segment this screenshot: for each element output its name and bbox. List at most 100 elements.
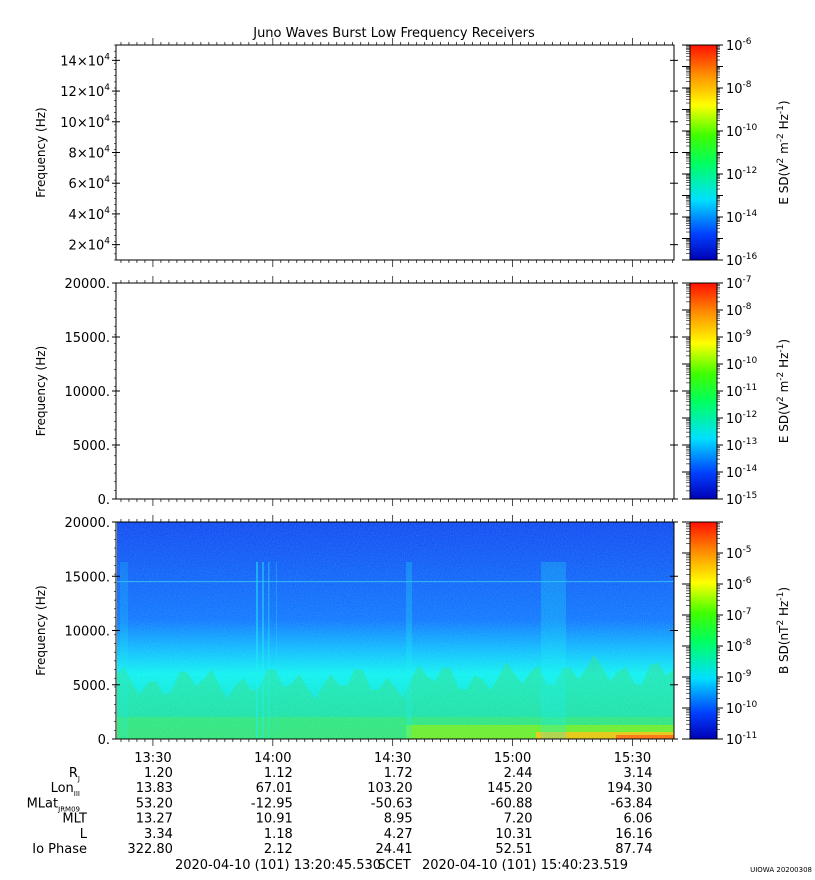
ephemeris-label: RJ xyxy=(69,766,80,783)
panel-2: 0. 5000. 10000. 15000. 20000. Frequency (Hz) xyxy=(34,276,678,508)
colorbar-tick-label: 10-7 xyxy=(726,275,752,292)
ephemeris-label: LonIII xyxy=(51,781,80,798)
colorbar-2: 10-7 10-8 10-9 10-10 10-11 10-12 10-13 10-14 10-… xyxy=(682,275,791,508)
y-tick-label: 10000. xyxy=(65,385,111,400)
y-tick-label: 5000. xyxy=(73,679,110,694)
figure-title: Juno Waves Burst Low Frequency Receivers xyxy=(252,26,535,41)
y-tick-label: 5000. xyxy=(73,439,110,454)
colorbar-tick-label: 10-10 xyxy=(726,700,758,717)
ephemeris-value: -50.63 xyxy=(371,796,413,811)
plot-frame xyxy=(115,44,675,261)
y-tick-label: 2×104 xyxy=(69,237,111,254)
ephemeris-row: L 3.34 1.18 4.27 10.31 16.16 xyxy=(80,827,653,842)
colorbar-3: 10-5 10-6 10-7 10-8 10-9 10-10 10-11 B SD(nT2 H… xyxy=(682,521,791,748)
ephemeris-value: 8.95 xyxy=(384,812,413,827)
end-time-label: 2020-04-10 (101) 15:40:23.519 xyxy=(422,858,628,873)
colorbar-tick-label: 10-12 xyxy=(726,410,757,427)
y-tick-label: 10×104 xyxy=(60,114,110,131)
y-tick-label: 14×104 xyxy=(60,52,110,69)
ephemeris-value: 1.18 xyxy=(264,827,293,842)
ephemeris-value: 87.74 xyxy=(615,842,652,857)
colorbar-tick-label: 10-10 xyxy=(726,123,758,140)
colorbar-tick-label: 10-11 xyxy=(726,383,757,400)
ephemeris-value: -60.88 xyxy=(491,796,533,811)
spectrogram-image xyxy=(117,522,674,739)
colorbar-tick-label: 10-12 xyxy=(726,166,757,183)
ephemeris-value: 4.27 xyxy=(384,827,413,842)
ephemeris-row: LonIII 13.83 67.01 103.20 145.20 194.30 xyxy=(51,781,653,798)
ephemeris-value: 103.20 xyxy=(367,781,413,796)
plot-frame xyxy=(115,282,675,500)
colorbar-tick-label: 10-7 xyxy=(726,607,752,624)
ephemeris-label: L xyxy=(80,827,88,842)
colorbar-tick-label: 10-14 xyxy=(726,209,758,226)
colorbar-tick-label: 10-6 xyxy=(726,37,752,54)
colorbar-tick-label: 10-8 xyxy=(726,80,752,97)
colorbar-tick-label: 10-15 xyxy=(726,491,757,508)
colorbar-tick-label: 10-11 xyxy=(726,731,757,748)
ephemeris-value: 7.20 xyxy=(504,812,533,827)
ephemeris-value: 1.12 xyxy=(264,766,293,781)
colorbar-1: 10-6 10-8 10-10 10-12 10-14 10-16 E SD(V2 m-2 … xyxy=(682,37,791,269)
y-tick-label: 4×104 xyxy=(69,206,111,223)
y-tick-label: 20000. xyxy=(65,277,111,292)
ephemeris-value: 3.34 xyxy=(144,827,173,842)
colorbar-tick-label: 10-16 xyxy=(726,252,758,269)
y-tick-label: 10000. xyxy=(65,625,111,640)
ephemeris-value: 3.14 xyxy=(624,766,653,781)
x-tick-label: 14:30 xyxy=(374,751,411,766)
colorbar-label: E SD(V2 m-2 Hz-1) xyxy=(776,100,791,204)
start-time-label: 2020-04-10 (101) 13:20:45.530 xyxy=(175,858,381,873)
colorbar-label: B SD(nT2 Hz-1) xyxy=(776,587,791,674)
y-tick-label: 20000. xyxy=(65,516,111,531)
y-tick-label: 15000. xyxy=(65,570,111,585)
ephemeris-row: MLT 13.27 10.91 8.95 7.20 6.06 xyxy=(62,812,652,827)
ephemeris-value: 53.20 xyxy=(136,796,173,811)
colorbar-tick-label: 10-8 xyxy=(726,302,752,319)
colorbar-tick-label: 10-9 xyxy=(726,329,752,346)
y-tick-label: 12×104 xyxy=(60,83,110,100)
ephemeris-value: 13.27 xyxy=(136,812,173,827)
y-axis-label: Frequency (Hz) xyxy=(34,107,48,198)
colorbar-tick-label: 10-13 xyxy=(726,437,757,454)
ephemeris-value: 145.20 xyxy=(487,781,533,796)
colorbar-tick-label: 10-9 xyxy=(726,669,752,686)
colorbar-tick-label: 10-8 xyxy=(726,638,752,655)
y-axis-label: Frequency (Hz) xyxy=(34,346,48,437)
ephemeris-value: 13.83 xyxy=(136,781,173,796)
y-tick-label: 0. xyxy=(98,733,110,748)
ephemeris-label: MLatJRM09 xyxy=(27,796,80,813)
ephemeris-value: 1.72 xyxy=(384,766,413,781)
ephemeris-value: 194.30 xyxy=(607,781,653,796)
x-tick-label: 15:00 xyxy=(494,751,531,766)
ephemeris-value: 10.91 xyxy=(256,812,293,827)
ephemeris-row: RJ 1.20 1.12 1.72 2.44 3.14 xyxy=(69,766,653,783)
ephemeris-row: MLatJRM09 53.20 -12.95 -50.63 -60.88 -63.84 xyxy=(27,796,653,813)
colorbar-tick-label: 10-5 xyxy=(726,545,752,562)
ephemeris-value: 16.16 xyxy=(615,827,652,842)
ephemeris-value: 24.41 xyxy=(375,842,412,857)
panel-1: 2×104 4×104 6×104 8×104 10×104 12×104 14×104 Fr… xyxy=(34,38,678,267)
colorbar-tick-label: 10-14 xyxy=(726,464,758,481)
ephemeris-value: 2.12 xyxy=(264,842,293,857)
panel-3: 0. 5000. 10000. 15000. 20000. Frequency (Hz) xyxy=(34,515,678,748)
ephemeris-value: -12.95 xyxy=(251,796,293,811)
ephemeris-value: 322.80 xyxy=(127,842,173,857)
colorbar-tick-label: 10-10 xyxy=(726,356,758,373)
ephemeris-value: 52.51 xyxy=(495,842,532,857)
y-tick-label: 8×104 xyxy=(69,145,111,162)
x-tick-label: 14:00 xyxy=(254,751,291,766)
ephemeris-value: 2.44 xyxy=(504,766,533,781)
y-tick-label: 15000. xyxy=(65,331,111,346)
y-tick-label: 0. xyxy=(98,493,110,508)
ephemeris-value: 10.31 xyxy=(495,827,532,842)
ephemeris-value: -63.84 xyxy=(611,796,653,811)
ephemeris-label: MLT xyxy=(62,812,87,827)
ephemeris-label: Io Phase xyxy=(32,842,87,857)
ephemeris-row: Io Phase 322.80 2.12 24.41 52.51 87.74 xyxy=(32,842,652,857)
ephemeris-value: 1.20 xyxy=(144,766,173,781)
x-tick-label: 13:30 xyxy=(134,751,171,766)
scet-label: SCET xyxy=(377,858,411,873)
y-axis-label: Frequency (Hz) xyxy=(34,585,48,676)
